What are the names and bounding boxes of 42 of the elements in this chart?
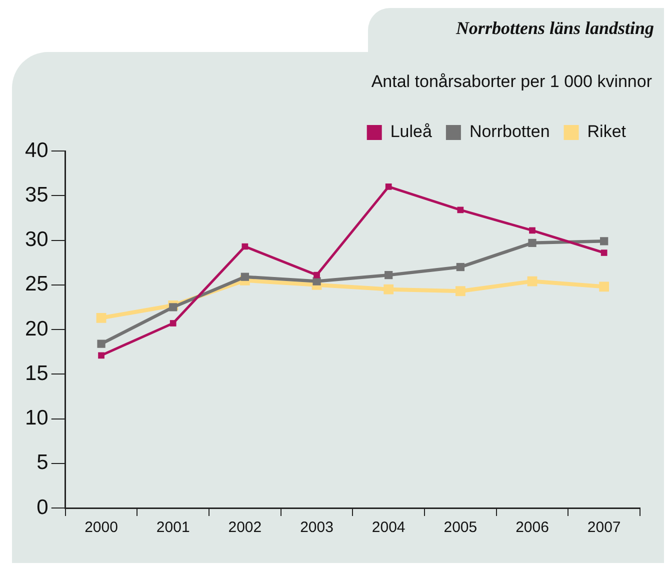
x-tick-label: 2002 xyxy=(228,519,262,536)
point xyxy=(97,340,106,348)
y-tick-label: 0 xyxy=(36,496,48,519)
y-tick-label: 35 xyxy=(25,183,48,206)
x-tick-label: 2000 xyxy=(84,519,118,536)
x-tick-label: 2007 xyxy=(587,519,621,536)
legend-label: Luleå xyxy=(390,122,432,142)
point xyxy=(98,352,104,359)
chart-title: Norrbottens läns landsting xyxy=(456,18,654,39)
point xyxy=(314,272,320,278)
point xyxy=(385,184,392,190)
point xyxy=(528,238,536,247)
point xyxy=(599,282,610,292)
chart-subtitle: Antal tonårsaborter per 1 000 kvinnor xyxy=(371,72,652,92)
point xyxy=(312,277,321,286)
point xyxy=(169,303,178,312)
point xyxy=(384,284,394,294)
y-tick-label: 25 xyxy=(25,272,48,296)
point xyxy=(600,237,608,246)
y-tick-label: 20 xyxy=(25,317,48,340)
y-tick-label: 15 xyxy=(25,362,48,385)
legend-label: Norrbotten xyxy=(469,122,550,142)
y-tick-label: 10 xyxy=(25,406,48,430)
point xyxy=(96,312,106,323)
x-tick-label: 2006 xyxy=(516,519,549,536)
point xyxy=(456,262,464,272)
x-tick-label: 2003 xyxy=(300,519,334,536)
point xyxy=(240,272,249,281)
x-tick-label: 2004 xyxy=(372,519,406,536)
point xyxy=(170,320,176,326)
legend-label: Riket xyxy=(587,122,626,142)
point xyxy=(457,206,464,214)
y-tick-label: 40 xyxy=(25,138,48,162)
point xyxy=(600,250,608,256)
y-tick-label: 5 xyxy=(36,451,48,474)
point xyxy=(527,276,538,286)
point xyxy=(455,286,466,296)
y-tick-label: 30 xyxy=(25,228,48,252)
x-tick-label: 2001 xyxy=(156,519,190,536)
point xyxy=(529,227,536,234)
x-tick-label: 2005 xyxy=(444,519,478,536)
point xyxy=(384,270,393,280)
